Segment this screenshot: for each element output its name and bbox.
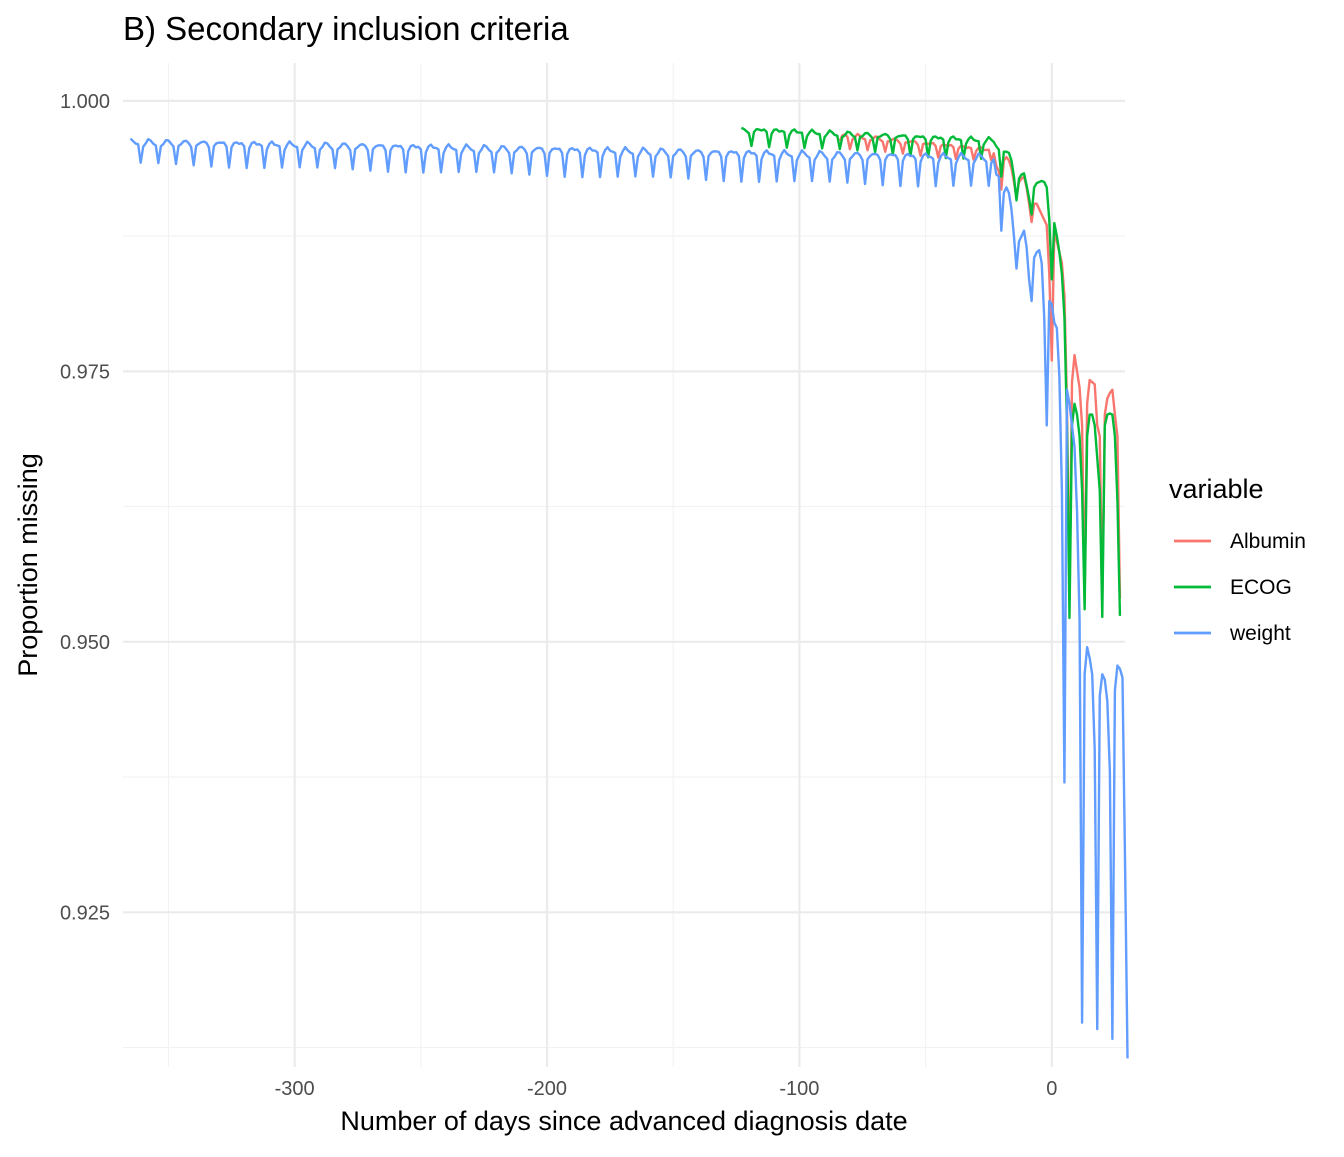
legend: variable Albumin ECOG weight bbox=[1169, 474, 1306, 645]
legend-label-weight: weight bbox=[1229, 622, 1291, 645]
gridlines bbox=[123, 63, 1125, 1067]
y-axis-label: Proportion missing bbox=[13, 453, 43, 677]
x-tick-label: 0 bbox=[1046, 1078, 1057, 1100]
y-tick-label: 0.975 bbox=[60, 361, 110, 383]
chart-title: B) Secondary inclusion criteria bbox=[123, 10, 569, 47]
series-line-weight bbox=[129, 137, 1129, 1059]
x-tick-label: -300 bbox=[275, 1078, 315, 1100]
x-axis-label: Number of days since advanced diagnosis … bbox=[340, 1106, 907, 1136]
series-lines bbox=[129, 126, 1129, 1059]
y-tick-labels: 0.925 0.950 0.975 1.000 bbox=[60, 91, 110, 924]
y-tick-label: 1.000 bbox=[60, 91, 110, 113]
legend-items: Albumin ECOG weight bbox=[1174, 530, 1306, 645]
y-tick-label: 0.925 bbox=[60, 902, 110, 924]
x-tick-labels: -300 -200 -100 0 bbox=[275, 1078, 1058, 1100]
legend-label-ecog: ECOG bbox=[1230, 576, 1292, 599]
x-tick-label: -100 bbox=[779, 1078, 819, 1100]
legend-label-albumin: Albumin bbox=[1230, 530, 1306, 553]
x-tick-label: -200 bbox=[527, 1078, 567, 1100]
y-tick-label: 0.950 bbox=[60, 632, 110, 654]
series-line-ecog bbox=[740, 126, 1122, 620]
legend-title: variable bbox=[1169, 474, 1264, 504]
